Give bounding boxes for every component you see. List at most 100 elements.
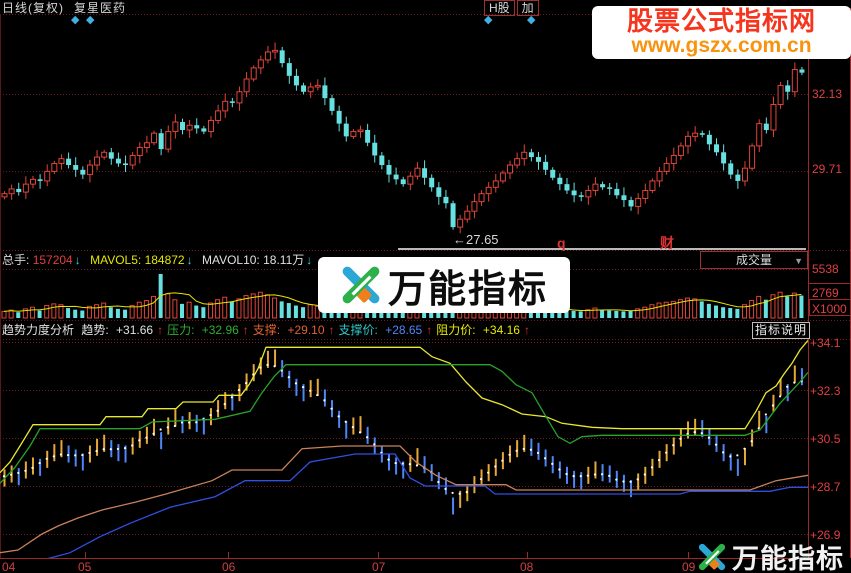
volume-bar	[635, 308, 641, 319]
toolbar-hshare-button[interactable]: H股	[484, 0, 515, 16]
candle	[635, 197, 642, 207]
indicator-line-blue	[47, 453, 808, 558]
volume-bar	[115, 308, 120, 318]
candle	[386, 165, 392, 175]
candle	[706, 134, 712, 145]
floating-char: q	[557, 235, 566, 251]
trend-dot	[764, 413, 767, 416]
volume-bar	[257, 291, 263, 319]
volume-bar	[799, 295, 804, 318]
trend-dot	[586, 474, 589, 477]
candle	[243, 78, 250, 93]
mavol10-label: MAVOL10:	[201, 253, 260, 267]
indicator-stat-value: +34.16	[482, 323, 520, 337]
candle	[180, 122, 185, 130]
watermark-wanneng-center: 万能指标	[318, 257, 570, 313]
candle	[791, 68, 798, 93]
trend-dot	[45, 457, 48, 460]
indicator-help-button[interactable]: 指标说明	[752, 322, 810, 339]
volume-bar	[250, 293, 256, 319]
trend-dot	[401, 462, 404, 465]
trend-dot	[102, 448, 105, 451]
trend-dot	[750, 440, 753, 443]
candle	[536, 157, 541, 162]
trend-dot	[209, 413, 212, 417]
volume-bar	[706, 303, 711, 318]
stock-name[interactable]: 复星医药	[74, 1, 127, 15]
volume-bar	[314, 305, 320, 319]
trend-dot	[159, 428, 162, 431]
candle	[73, 165, 79, 170]
volume-bar	[607, 310, 612, 318]
candle	[322, 85, 328, 99]
volume-bar	[108, 307, 113, 318]
candle	[614, 188, 620, 196]
volume-bar	[136, 301, 142, 319]
indicator-header: 趋势力度分析 趋势: +31.66 ↑ 压力: +32.96 ↑ 支撑: +29.10 ↑…	[2, 323, 538, 337]
indicator-line-green	[0, 364, 808, 484]
trend-dot	[437, 480, 440, 484]
candle	[222, 100, 229, 112]
candle	[136, 147, 143, 156]
trend-dot	[266, 363, 269, 367]
candle	[407, 175, 414, 185]
candle	[37, 179, 43, 181]
candle	[557, 177, 563, 185]
volume-bar	[670, 300, 676, 319]
volume-bar	[165, 293, 171, 319]
chevron-down-icon: ▼	[794, 256, 803, 266]
volume-bar	[386, 310, 391, 318]
candle	[158, 133, 164, 150]
trend-dot	[309, 389, 312, 392]
candle	[8, 188, 15, 195]
trend-dot	[230, 396, 233, 399]
period-label[interactable]: 日线(复权)	[2, 1, 64, 15]
candle	[785, 85, 791, 92]
candle	[571, 190, 577, 196]
trend-dot	[301, 385, 305, 389]
candle	[357, 129, 364, 133]
toolbar-add-button[interactable]: 加	[516, 0, 539, 16]
volume-bar	[22, 308, 28, 319]
volume-bar	[236, 298, 242, 319]
candle	[663, 162, 670, 172]
candle	[485, 186, 492, 195]
trend-dot	[52, 455, 55, 458]
volume-bar	[229, 301, 234, 318]
candle	[507, 164, 514, 174]
low-price-marker: ←27.65	[453, 232, 499, 247]
candle	[1, 193, 8, 198]
signal-diamond-icon: ◆	[484, 14, 493, 26]
candle	[86, 164, 93, 176]
mavol5-label: MAVOL5:	[90, 253, 142, 267]
volume-bar	[628, 310, 633, 318]
candle	[293, 75, 299, 86]
trend-dot	[152, 432, 155, 435]
volume-bar	[129, 305, 135, 319]
candle	[749, 145, 756, 169]
volume-total-value: 157204	[32, 253, 73, 267]
candle	[314, 84, 321, 88]
trend-dot	[344, 420, 347, 423]
trend-dot	[380, 451, 383, 454]
volume-bar	[180, 303, 184, 318]
indicator-stat-value: +29.10	[287, 323, 325, 337]
volume-bar	[699, 301, 704, 318]
candle	[329, 98, 335, 111]
volume-bar	[685, 297, 691, 319]
trend-dot	[593, 473, 597, 476]
volume-bar	[714, 305, 718, 318]
candle	[108, 152, 114, 159]
trend-dot	[736, 454, 739, 457]
volume-bar	[215, 299, 221, 319]
candle	[429, 177, 435, 188]
volume-type-dropdown[interactable]: 成交量 ▼	[700, 251, 808, 269]
volume-bar	[543, 308, 548, 318]
candle	[607, 187, 613, 189]
trend-dot	[458, 492, 461, 495]
trend-dot	[544, 457, 547, 460]
candle	[471, 201, 478, 212]
trend-dot	[615, 478, 618, 481]
